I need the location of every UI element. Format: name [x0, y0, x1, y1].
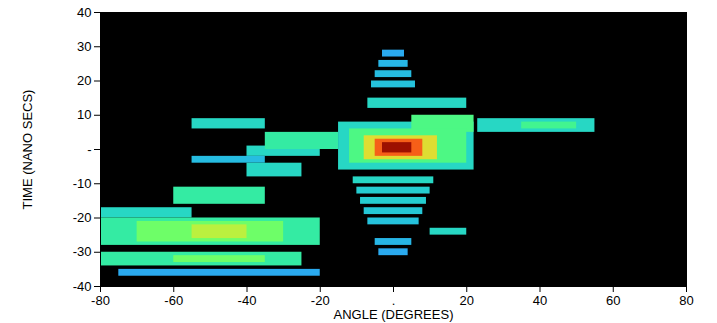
- svg-text:ANGLE (DEGREES): ANGLE (DEGREES): [334, 307, 454, 322]
- svg-text:-10: -10: [73, 176, 92, 191]
- svg-text:-80: -80: [91, 293, 110, 308]
- svg-text:-40: -40: [238, 293, 257, 308]
- svg-text:-30: -30: [73, 244, 92, 259]
- svg-text:40: 40: [77, 5, 91, 20]
- svg-text:-20: -20: [73, 210, 92, 225]
- svg-text:.: .: [392, 293, 396, 308]
- svg-text:TIME (NANO SECS): TIME (NANO SECS): [20, 90, 35, 210]
- svg-text:80: 80: [679, 293, 693, 308]
- svg-text:30: 30: [77, 39, 91, 54]
- svg-text:-: -: [87, 142, 91, 157]
- svg-text:-60: -60: [164, 293, 183, 308]
- svg-text:60: 60: [606, 293, 620, 308]
- svg-text:-20: -20: [311, 293, 330, 308]
- svg-text:-40: -40: [73, 279, 92, 294]
- svg-text:20: 20: [460, 293, 474, 308]
- svg-text:20: 20: [77, 73, 91, 88]
- svg-text:40: 40: [533, 293, 547, 308]
- svg-text:10: 10: [77, 107, 91, 122]
